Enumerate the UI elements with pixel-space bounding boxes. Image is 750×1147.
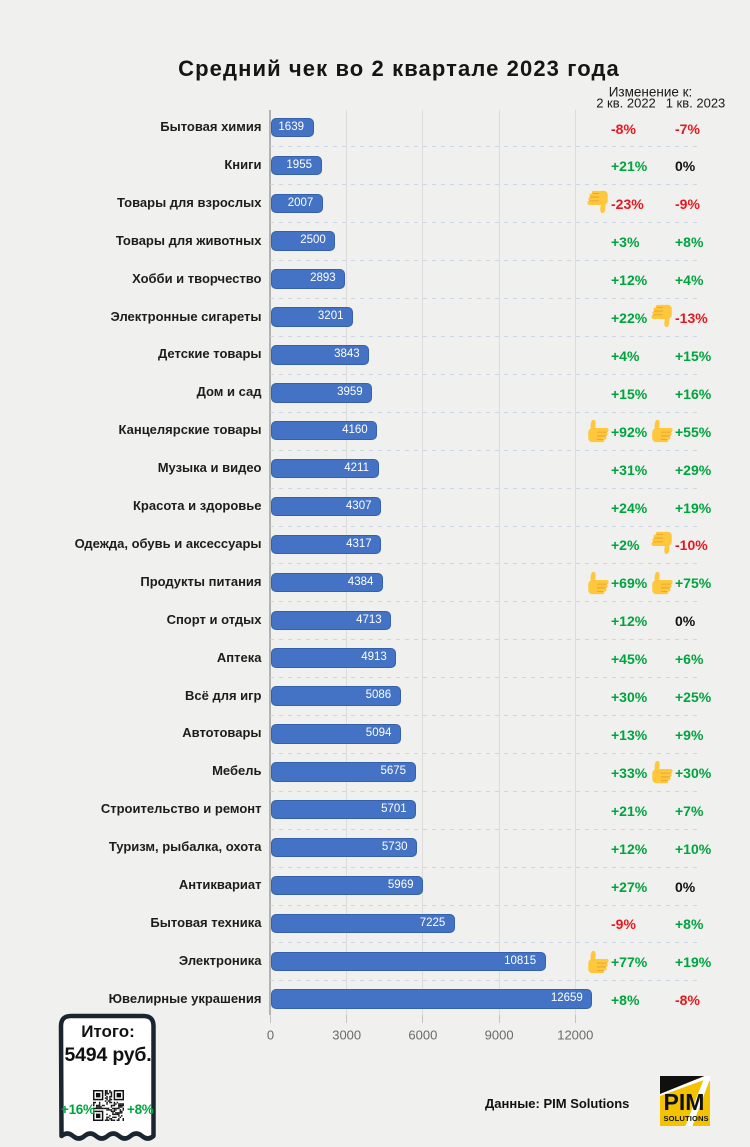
svg-text:PIM: PIM <box>664 1089 705 1115</box>
svg-text:SOLUTIONS: SOLUTIONS <box>664 1114 709 1123</box>
